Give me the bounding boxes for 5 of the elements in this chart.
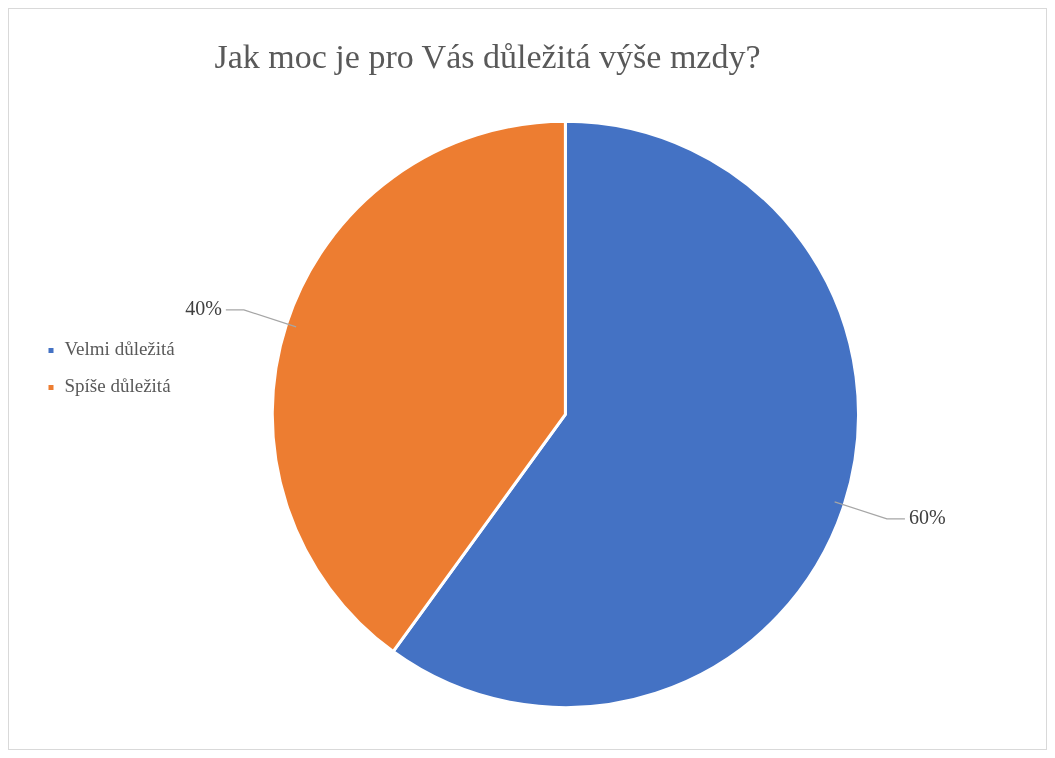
legend-label: Spíše důležitá <box>64 375 172 397</box>
data-label: 40% <box>185 297 222 320</box>
data-label: 60% <box>908 506 946 529</box>
legend-label: Velmi důležitá <box>64 338 176 360</box>
chart-title: Jak moc je pro Vás důležitá výše mzdy? <box>214 38 761 76</box>
